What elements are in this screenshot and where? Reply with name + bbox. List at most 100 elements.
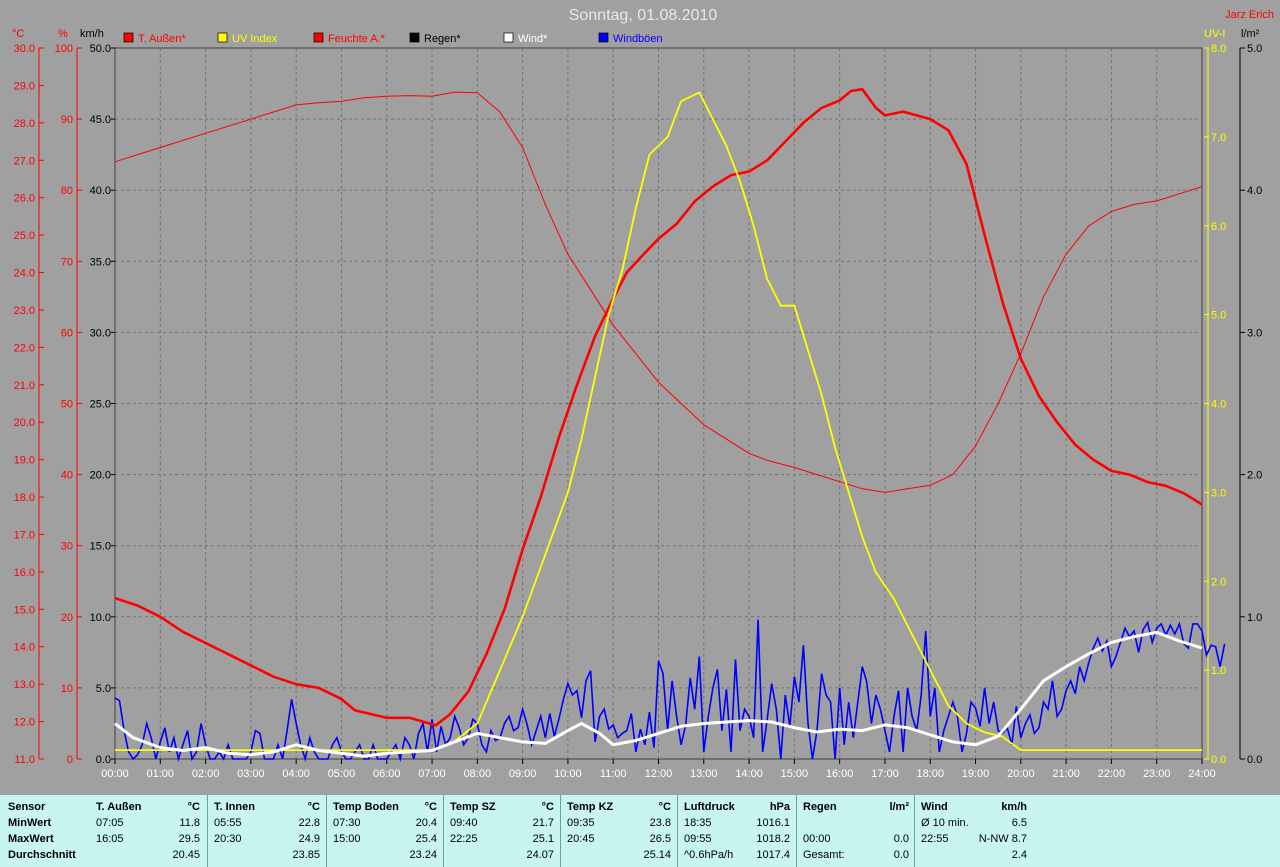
stats-group: Temp Boden °C 07:30 20.4 15:00 25.4 23.24 (326, 795, 444, 867)
uv-tick-label: 4.0 (1211, 399, 1226, 411)
axis-unit-wind: km/h (80, 28, 104, 40)
stats-group-unit: °C (659, 799, 671, 815)
stats-group-unit: °C (188, 799, 200, 815)
temp-tick-label: 21.0 (14, 380, 35, 392)
stats-group: Temp SZ °C 09:40 21.7 22:25 25.1 24.07 (443, 795, 561, 867)
humidity-tick-label: 70 (61, 256, 73, 268)
stats-value: 6.5 (1012, 815, 1027, 831)
x-tick-label: 12:00 (645, 768, 673, 780)
axis-unit-rain: l/m² (1241, 28, 1260, 40)
x-tick-label: 05:00 (328, 768, 356, 780)
stats-group-header: Temp Boden (333, 799, 399, 815)
stats-group-header: T. Innen (214, 799, 255, 815)
stats-time: 20:45 (567, 831, 595, 847)
stats-value: 25.4 (416, 831, 437, 847)
stats-labels: Sensor MinWert MaxWert Durchschnitt (0, 795, 90, 867)
x-tick-label: 14:00 (735, 768, 763, 780)
rain-tick-label: 0.0 (1247, 754, 1262, 766)
x-tick-label: 18:00 (916, 768, 944, 780)
stats-group-unit: hPa (770, 799, 790, 815)
uv-tick-label: 6.0 (1211, 221, 1226, 233)
temp-tick-label: 16.0 (14, 567, 35, 579)
stats-value: 0.0 (894, 831, 909, 847)
stats-value: 23.85 (292, 847, 320, 863)
x-tick-label: 16:00 (826, 768, 854, 780)
rain-tick-label: 3.0 (1247, 327, 1262, 339)
stats-group-header: Luftdruck (684, 799, 735, 815)
stats-label-sensor: Sensor (8, 799, 45, 815)
axis-unit-humidity: % (58, 28, 68, 40)
rain-tick-label: 5.0 (1247, 43, 1262, 55)
stats-value: 26.5 (650, 831, 671, 847)
x-tick-label: 23:00 (1143, 768, 1171, 780)
x-tick-label: 21:00 (1052, 768, 1080, 780)
stats-value: 20.45 (172, 847, 200, 863)
stats-value: 23.24 (409, 847, 437, 863)
temp-tick-label: 12.0 (14, 717, 35, 729)
humidity-tick-label: 30 (61, 541, 73, 553)
temp-tick-label: 20.0 (14, 417, 35, 429)
legend-swatch (504, 33, 513, 42)
stats-value: 20.4 (416, 815, 437, 831)
temp-tick-label: 23.0 (14, 305, 35, 317)
stats-label-max: MaxWert (8, 831, 54, 847)
stats-value: 0.0 (894, 847, 909, 863)
stats-group: Luftdruck hPa 18:35 1016.1 09:55 1018.2 ^0.6hP… (677, 795, 797, 867)
stats-value: 21.7 (533, 815, 554, 831)
stats-group: Regen l/m² 00:00 0.0 Gesamt: 0.0 (796, 795, 915, 867)
stats-time: 05:55 (214, 815, 242, 831)
stats-group: Wind km/h Ø 10 min. 6.5 22:55 N-NW 8.7 2.4 (914, 795, 1035, 867)
x-tick-label: 01:00 (147, 768, 175, 780)
temp-tick-label: 26.0 (14, 193, 35, 205)
stats-time: 18:35 (684, 815, 712, 831)
chart-author: Jarz Erich (1225, 9, 1274, 21)
stats-time: 00:00 (803, 831, 831, 847)
x-tick-label: 10:00 (554, 768, 582, 780)
rain-tick-label: 1.0 (1247, 612, 1262, 624)
x-tick-label: 20:00 (1007, 768, 1035, 780)
uv-tick-label: 7.0 (1211, 132, 1226, 144)
stats-group: Temp KZ °C 09:35 23.8 20:45 26.5 25.14 (560, 795, 678, 867)
x-tick-label: 11:00 (600, 768, 627, 780)
temp-tick-label: 17.0 (14, 529, 35, 541)
temp-tick-label: 30.0 (14, 43, 35, 55)
stats-value: 1016.1 (756, 815, 790, 831)
chart-canvas: °C% km/h UV-I l/m² Sonntag, 01.08.2010 Jarz E… (0, 0, 1280, 795)
stats-group-unit: °C (425, 799, 437, 815)
stats-group-header: Regen (803, 799, 837, 815)
stats-value: 1017.4 (756, 847, 790, 863)
x-tick-label: 19:00 (962, 768, 990, 780)
uv-tick-label: 3.0 (1211, 487, 1226, 499)
legend-label: UV Index (232, 33, 278, 45)
stats-group-header: Wind (921, 799, 948, 815)
stats-group: T. Außen °C 07:05 11.8 16:05 29.5 20.45 (90, 795, 207, 867)
x-tick-label: 07:00 (418, 768, 446, 780)
wind-tick-label: 45.0 (90, 114, 111, 126)
wind-tick-label: 20.0 (90, 470, 111, 482)
wind-tick-label: 35.0 (90, 256, 111, 268)
wind-tick-label: 0.0 (96, 754, 111, 766)
legend-swatch (599, 33, 608, 42)
humidity-tick-label: 10 (61, 683, 73, 695)
wind-tick-label: 25.0 (90, 399, 111, 411)
stats-value: 24.07 (526, 847, 554, 863)
humidity-tick-label: 80 (61, 185, 73, 197)
stats-panel: Sensor MinWert MaxWert Durchschnitt T. A… (0, 795, 1280, 867)
temp-tick-label: 18.0 (14, 492, 35, 504)
x-tick-label: 24:00 (1188, 768, 1216, 780)
stats-time: 07:05 (96, 815, 124, 831)
legend-label: Wind* (518, 33, 548, 45)
stats-label-min: MinWert (8, 815, 51, 831)
x-tick-label: 17:00 (871, 768, 899, 780)
temp-tick-label: 24.0 (14, 268, 35, 280)
stats-time: 20:30 (214, 831, 242, 847)
stats-time: 07:30 (333, 815, 361, 831)
stats-value: 29.5 (179, 831, 200, 847)
stats-time: Ø 10 min. (921, 815, 969, 831)
rain-tick-label: 2.0 (1247, 470, 1262, 482)
temp-tick-label: 14.0 (14, 642, 35, 654)
wind-tick-label: 10.0 (90, 612, 111, 624)
temp-tick-label: 19.0 (14, 455, 35, 467)
temp-tick-label: 25.0 (14, 230, 35, 242)
uv-tick-label: 8.0 (1211, 43, 1226, 55)
